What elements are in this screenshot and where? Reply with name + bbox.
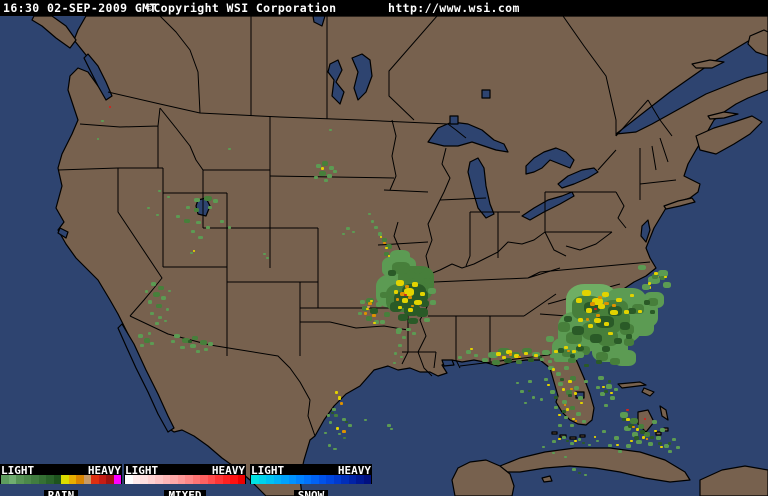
snow-heavy-label: HEAVY bbox=[337, 464, 371, 477]
intensity-legend: LIGHT HEAVY RAIN LIGHT HEAVY MIXED LIGHT… bbox=[0, 464, 376, 496]
continent-landmass bbox=[55, 16, 768, 496]
puget-sound bbox=[83, 53, 113, 101]
rain-color-ramp bbox=[0, 475, 122, 484]
long-island bbox=[663, 197, 696, 210]
vancouver-island bbox=[31, 16, 77, 49]
lake-michigan bbox=[467, 157, 495, 219]
lake-manitoba bbox=[327, 59, 345, 105]
chesapeake-bay bbox=[640, 219, 651, 243]
rain-heavy-label: HEAVY bbox=[87, 464, 121, 477]
lake-of-the-woods bbox=[449, 115, 459, 125]
timestamp: 16:30 02-SEP-2009 GMT bbox=[3, 1, 157, 15]
lake-winnipeg bbox=[351, 53, 373, 101]
san-francisco-bay bbox=[57, 227, 69, 239]
basemap-svg bbox=[0, 16, 768, 496]
mixed-heavy-label: HEAVY bbox=[211, 464, 245, 477]
cuba bbox=[499, 447, 691, 483]
rain-light-label: LIGHT bbox=[1, 464, 35, 477]
legend-section-rain: LIGHT HEAVY RAIN bbox=[0, 464, 122, 496]
eleuthera bbox=[659, 405, 669, 421]
mixed-label: MIXED bbox=[164, 490, 206, 496]
legend-section-mixed: LIGHT HEAVY MIXED bbox=[124, 464, 246, 496]
gulf-of-california bbox=[117, 323, 175, 433]
abaco bbox=[641, 387, 655, 397]
lake-winnipegosis bbox=[312, 16, 326, 27]
lake-huron bbox=[525, 147, 575, 175]
anticosti-island bbox=[691, 59, 725, 69]
newfoundland bbox=[747, 29, 768, 57]
prince-edward-island bbox=[707, 111, 739, 120]
hispaniola bbox=[699, 465, 768, 496]
header-bar: 16:30 02-SEP-2009 GMT ©Copyright WSI Cor… bbox=[0, 0, 768, 16]
isla-juventud bbox=[541, 475, 553, 483]
mixed-scale-bar: LIGHT HEAVY bbox=[124, 464, 246, 477]
lake-erie bbox=[521, 191, 575, 221]
website-url: http://www.wsi.com bbox=[388, 1, 520, 15]
lake-nipigon bbox=[481, 89, 491, 99]
legend-section-snow: LIGHT HEAVY SNOW bbox=[250, 464, 372, 496]
gulf-of-st-lawrence bbox=[615, 31, 768, 135]
rain-label: RAIN bbox=[43, 490, 79, 496]
radar-map bbox=[0, 16, 768, 496]
mixed-light-label: LIGHT bbox=[125, 464, 159, 477]
lake-ontario bbox=[557, 167, 599, 189]
snow-light-label: LIGHT bbox=[251, 464, 285, 477]
snow-color-ramp bbox=[250, 475, 372, 484]
mixed-color-ramp bbox=[124, 475, 246, 484]
snow-label: SNOW bbox=[293, 490, 329, 496]
grand-bahama bbox=[617, 381, 647, 389]
copyright-text: ©Copyright WSI Corporation bbox=[146, 1, 337, 15]
florida-keys bbox=[551, 431, 586, 440]
state-borders bbox=[57, 16, 677, 437]
rain-scale-bar: LIGHT HEAVY bbox=[0, 464, 122, 477]
nova-scotia bbox=[695, 115, 763, 155]
radar-echo-layer bbox=[0, 16, 768, 496]
snow-scale-bar: LIGHT HEAVY bbox=[250, 464, 372, 477]
lake-pontchartrain bbox=[441, 359, 455, 367]
yucatan bbox=[451, 459, 515, 496]
